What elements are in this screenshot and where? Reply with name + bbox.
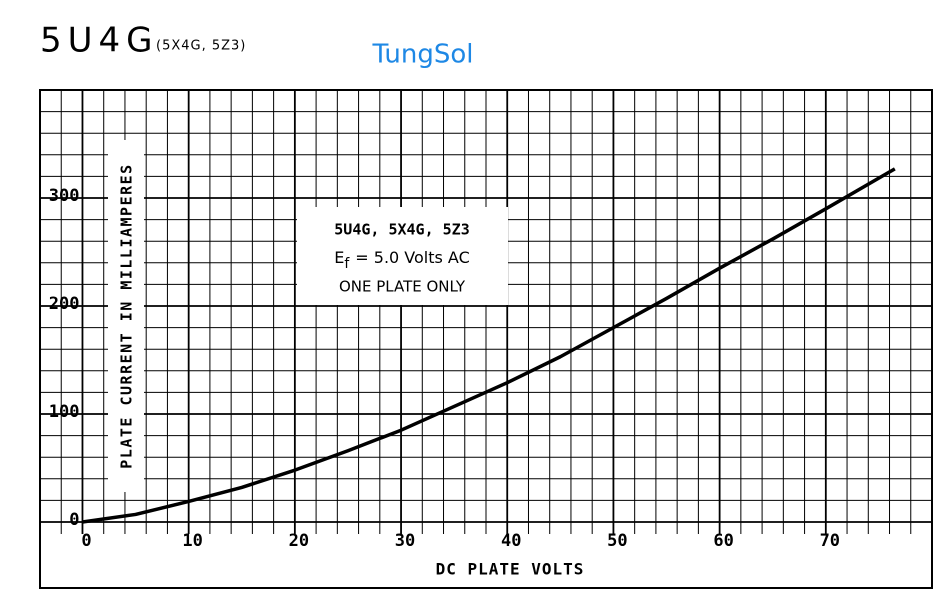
- y-axis-label: PLATE CURRENT IN MILLIAMPERES: [118, 163, 136, 468]
- y-tick-label: 100: [49, 402, 80, 422]
- x-tick-label: 40: [501, 531, 521, 551]
- annotation-box: 5U4G, 5X4G, 5Z3 Ef = 5.0 Volts AC ONE PLA…: [297, 207, 508, 305]
- annotation-bg: [297, 207, 508, 305]
- grid: [40, 90, 932, 534]
- plot: [82, 167, 896, 524]
- x-tick-label: 50: [607, 531, 627, 551]
- y-tick-label: 200: [49, 294, 80, 314]
- x-tick-label: 30: [395, 531, 415, 551]
- x-tick-label: 10: [182, 531, 202, 551]
- x-tick-label: 20: [289, 531, 309, 551]
- curve: [82, 167, 896, 524]
- chart-subtitle: (5X4G, 5Z3): [156, 39, 246, 54]
- x-tick-label: 60: [713, 531, 733, 551]
- y-tick-label: 0: [69, 510, 79, 530]
- x-tick-label: 70: [820, 531, 840, 551]
- annotation-part: E: [334, 248, 344, 267]
- frame: [39, 89, 933, 589]
- x-tick-label: 0: [81, 531, 91, 551]
- x-axis-label: DC PLATE VOLTS: [436, 560, 585, 579]
- y-label-box: PLATE CURRENT IN MILLIAMPERES: [108, 140, 144, 492]
- annotation-line: ONE PLATE ONLY: [339, 278, 466, 296]
- annotation-line: Ef = 5.0 Volts AC: [334, 248, 470, 273]
- y-tick-label: 300: [49, 186, 80, 206]
- annotation-line: 5U4G, 5X4G, 5Z3: [334, 221, 469, 239]
- annotation-part: f: [344, 256, 350, 272]
- chart-title: 5U4G: [40, 21, 159, 61]
- annotation-part: = 5.0 Volts AC: [355, 248, 470, 267]
- y-label-bg: [108, 140, 144, 492]
- brand: TungSol: [371, 40, 473, 70]
